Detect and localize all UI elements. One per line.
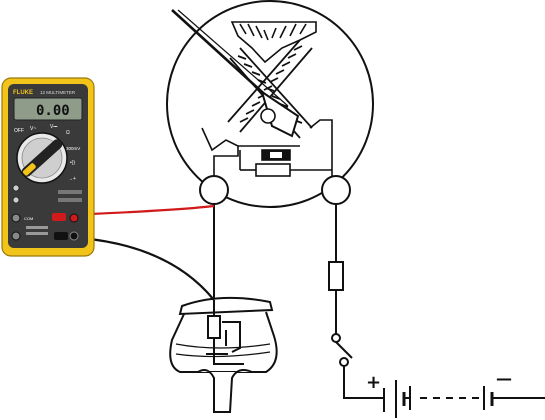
hold-button[interactable] bbox=[12, 196, 20, 204]
red-test-lead bbox=[59, 204, 215, 219]
circuit-wires bbox=[213, 204, 545, 399]
lcd-display bbox=[13, 97, 83, 121]
wire-switch-to-battery bbox=[343, 362, 384, 399]
dial-mark-5: →+ bbox=[68, 176, 76, 182]
battery-positive-label: + bbox=[366, 372, 381, 393]
svg-text:COM: COM bbox=[24, 216, 33, 221]
battery-icon bbox=[383, 380, 494, 418]
multimeter-brand: FLUKE bbox=[13, 90, 33, 96]
dial-mark-1: V⎓ bbox=[50, 124, 57, 130]
lcd-reading: 0.00 bbox=[36, 103, 70, 119]
multimeter-model: 12 MULTIMETER bbox=[40, 90, 76, 95]
multimeter: FLUKE 12 MULTIMETER 0.00 OFF V~ V⎓ Ω 300… bbox=[1, 77, 95, 257]
fuse-icon bbox=[328, 261, 344, 291]
dial-mark-4: •)) bbox=[70, 160, 75, 166]
gauge-internal-wiring bbox=[201, 119, 333, 177]
gauge-terminal-right bbox=[321, 175, 351, 205]
black-test-lead bbox=[79, 236, 215, 301]
gauge-upper-coil bbox=[230, 21, 317, 64]
fuel-gauge bbox=[166, 0, 374, 208]
range-button[interactable] bbox=[12, 184, 20, 192]
input-jacks: COM bbox=[11, 213, 79, 241]
dial-mark-0: V~ bbox=[30, 126, 36, 132]
fuel-sender bbox=[169, 296, 278, 413]
side-buttons bbox=[12, 184, 82, 204]
jack-com[interactable] bbox=[69, 231, 79, 241]
gauge-housing bbox=[166, 0, 374, 208]
jack-volt-ohm[interactable] bbox=[69, 213, 79, 223]
rotary-dial[interactable] bbox=[16, 132, 68, 184]
gauge-needle bbox=[171, 9, 300, 138]
jack-b[interactable] bbox=[11, 231, 21, 241]
info-strip bbox=[58, 190, 82, 194]
battery-negative-label: — bbox=[496, 369, 512, 388]
gauge-terminal-left bbox=[199, 175, 229, 205]
jack-a[interactable] bbox=[11, 213, 21, 223]
dial-mark-3: 300mV bbox=[66, 146, 80, 151]
red-probe-plug bbox=[52, 213, 66, 221]
switch-icon bbox=[331, 333, 353, 367]
dial-off-label: OFF bbox=[14, 128, 24, 134]
dial-mark-2: Ω bbox=[66, 130, 70, 136]
black-probe-plug bbox=[54, 232, 68, 240]
